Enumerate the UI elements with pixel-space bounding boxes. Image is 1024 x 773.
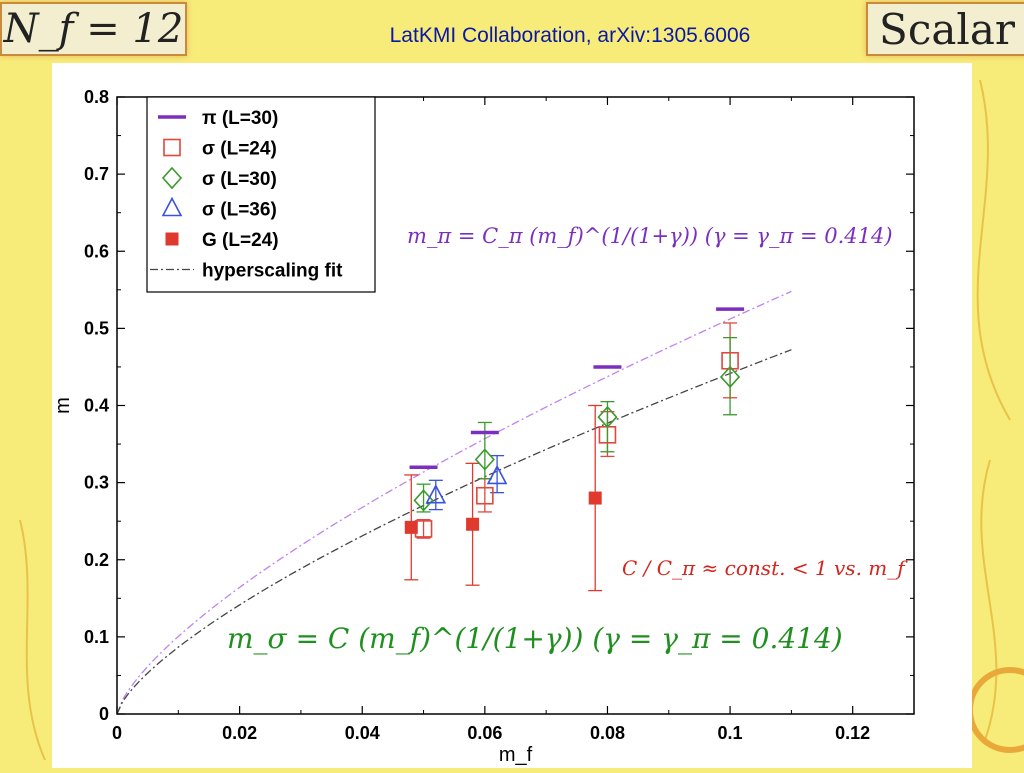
legend-swatch: [161, 166, 183, 190]
y-tick-label: 0: [99, 704, 109, 724]
data-point: [597, 405, 618, 429]
chart-panel: 0 0.02 0.04 0.06 0.08 0.1 0.12 0 0.1 0.2 0.3 0.4 0.5…: [52, 63, 972, 768]
data-point: [486, 464, 508, 485]
x-tick-label: 0: [112, 723, 122, 743]
y-tick-label: 0.8: [84, 87, 109, 107]
legend-box: [146, 96, 376, 293]
legend-label: G (L=24): [202, 230, 279, 251]
x-tick-label: 0.04: [345, 723, 380, 743]
x-tick-label: 0.12: [835, 723, 870, 743]
data-point: [721, 351, 739, 370]
x-tick-label: 0.08: [590, 723, 625, 743]
y-tick-label: 0.2: [84, 550, 109, 570]
legend-swatch: [163, 138, 181, 157]
eq-ratio-annotation: C / C_π ≈ const. < 1 vs. m_f: [622, 556, 908, 580]
nf-badge-text: N_f = 12: [3, 6, 184, 52]
y-tick-label: 0.7: [84, 164, 109, 184]
data-point: [474, 448, 495, 471]
data-point: [720, 365, 741, 389]
legend-label: hyperscaling fit: [202, 261, 343, 282]
legend-swatch: [165, 232, 179, 246]
y-axis-label: m: [52, 397, 74, 414]
y-tick-label: 0.3: [84, 473, 109, 493]
x-tick-label: 0.06: [467, 723, 502, 743]
legend-label: σ (L=24): [202, 139, 277, 160]
y-tick-label: 0.4: [84, 396, 109, 416]
scalar-badge: Scalar: [866, 2, 1024, 56]
y-tick-label: 0.1: [84, 627, 109, 647]
x-axis-label: m_f: [499, 744, 533, 766]
fit-curve-pi: [116, 290, 792, 715]
legend-label: σ (L=36): [202, 200, 277, 221]
eq-pi-annotation: m_π = C_π (m_f)^(1/(1+γ)) (γ = γ_π = 0.4…: [407, 224, 893, 248]
nf-badge: N_f = 12: [0, 2, 187, 56]
eq-sigma-annotation: m_σ = C (m_f)^(1/(1+γ)) (γ = γ_π = 0.414…: [227, 622, 843, 655]
x-tick-label: 0.1: [718, 723, 743, 743]
legend: π (L=30) σ (L=24) σ (L=30) σ (L=36) G (L=24)…: [146, 96, 376, 293]
chart-svg: 0 0.02 0.04 0.06 0.08 0.1 0.12 0 0.1 0.2 0.3 0.4 0.5…: [52, 87, 915, 766]
x-tick-label: 0.02: [222, 723, 257, 743]
data-point: [425, 484, 447, 504]
data-point: [476, 486, 494, 505]
scalar-badge-text: Scalar: [879, 4, 1015, 54]
data-point: [466, 517, 480, 531]
data-point: [404, 520, 418, 534]
legend-label: π (L=30): [202, 108, 278, 129]
y-tick-label: 0.5: [84, 318, 109, 338]
legend-swatch: [161, 196, 183, 217]
slide-title: LatKMI Collaboration, arXiv:1305.6006: [389, 24, 751, 47]
legend-label: σ (L=30): [202, 169, 277, 190]
data-point: [588, 491, 602, 505]
y-tick-label: 0.6: [84, 241, 109, 261]
fit-curve-sigma: [116, 349, 792, 715]
